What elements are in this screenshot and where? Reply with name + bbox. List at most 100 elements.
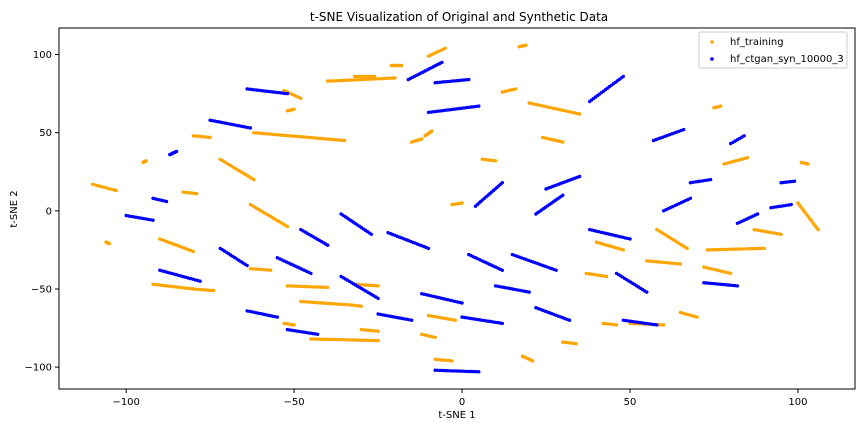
scatter-point [369, 283, 373, 288]
scatter-point [292, 323, 296, 327]
x-axis-label: t-SNE 1 [438, 410, 475, 421]
scatter-point [174, 149, 179, 154]
scatter-point [352, 78, 356, 82]
scatter-point [696, 179, 700, 184]
scatter-point [206, 288, 211, 292]
scatter-point [621, 248, 625, 252]
scatter-point [352, 338, 356, 342]
scatter-point [755, 246, 759, 251]
scatter-point [433, 335, 437, 340]
scatter-point [316, 337, 320, 341]
scatter-point [621, 74, 625, 79]
scatter-point [452, 369, 457, 373]
scatter-point [342, 338, 347, 342]
scatter-point [722, 247, 726, 252]
scatter-point [719, 104, 723, 108]
scatter-point [198, 279, 202, 283]
scatter-point [285, 224, 290, 229]
scatter-point [587, 272, 591, 276]
scatter-point [445, 369, 449, 373]
scatter-point [378, 77, 383, 81]
scatter-point [781, 204, 786, 208]
scatter-point [762, 246, 766, 251]
scatter-point [251, 267, 255, 271]
scatter-point [354, 338, 359, 342]
scatter-point [297, 284, 301, 288]
scatter-point [340, 338, 344, 342]
legend-box [698, 31, 848, 69]
scatter-point [347, 78, 351, 82]
scatter-point [330, 337, 335, 342]
scatter-point [328, 79, 332, 83]
scatter-point [719, 247, 724, 252]
plot-frame [58, 27, 856, 390]
legend-marker-ctgan-synthetic [710, 57, 714, 61]
scatter-point [309, 271, 313, 276]
scatter-point [685, 246, 689, 251]
scatter-point [366, 338, 371, 342]
scatter-point [360, 74, 364, 79]
scatter-point [376, 77, 380, 81]
scatter-point [448, 317, 453, 322]
scatter-point [567, 318, 572, 322]
scatter-point [114, 188, 118, 193]
scatter-point [554, 268, 558, 272]
scatter-point [337, 302, 342, 306]
scatter-point [742, 134, 746, 138]
scatter-point [393, 76, 397, 80]
scatter-point [410, 318, 414, 322]
scatter-point [435, 368, 440, 372]
scatter-point [450, 369, 454, 373]
scatter-point [524, 43, 528, 47]
series-1 [124, 60, 797, 374]
scatter-point [365, 74, 369, 79]
scatter-point [386, 76, 390, 81]
scatter-point [333, 79, 337, 83]
scatter-point [440, 368, 445, 373]
scatter-point [500, 181, 504, 185]
scatter-point [448, 369, 452, 373]
scatter-point [345, 78, 349, 82]
scatter-point [695, 315, 699, 319]
scatter-point [164, 199, 169, 204]
scatter-point [438, 368, 442, 373]
scatter-point [659, 323, 663, 327]
scatter-point [196, 287, 201, 292]
scatter-point [285, 91, 290, 96]
scatter-point [743, 247, 747, 251]
scatter-point [787, 203, 791, 207]
scatter-point [705, 248, 709, 252]
scatter-point [602, 274, 606, 278]
scatter-point [736, 247, 740, 251]
scatter-point [342, 302, 347, 307]
scatter-point [816, 227, 820, 232]
scatter-point [561, 193, 565, 197]
scatter-point [748, 247, 752, 251]
scatter-point [285, 284, 290, 288]
scatter-point [107, 242, 112, 246]
scatter-point [340, 78, 344, 83]
scatter-point [604, 274, 609, 279]
scatter-point [771, 205, 776, 209]
scatter-point [500, 321, 504, 326]
scatter-point [144, 159, 148, 163]
scatter-point [321, 337, 325, 341]
scatter-point [362, 338, 366, 342]
scatter-point [326, 243, 330, 247]
scatter-point [328, 337, 332, 342]
scatter-point [309, 285, 313, 289]
scatter-point [614, 323, 619, 327]
scatter-point [342, 138, 347, 143]
legend-label-hf-training: hf_training [730, 37, 784, 48]
scatter-point [688, 196, 693, 200]
scatter-point [369, 338, 373, 343]
scatter-point [371, 338, 375, 343]
scatter-point [357, 74, 362, 79]
scatter-point [139, 216, 143, 220]
y-axis-label: t-SNE 2 [9, 190, 20, 227]
scatter-point [376, 338, 380, 343]
scatter-point [474, 370, 479, 374]
y-tick-label: 50 [39, 128, 52, 139]
scatter-point [465, 369, 469, 374]
x-tick-label: 50 [624, 397, 637, 408]
